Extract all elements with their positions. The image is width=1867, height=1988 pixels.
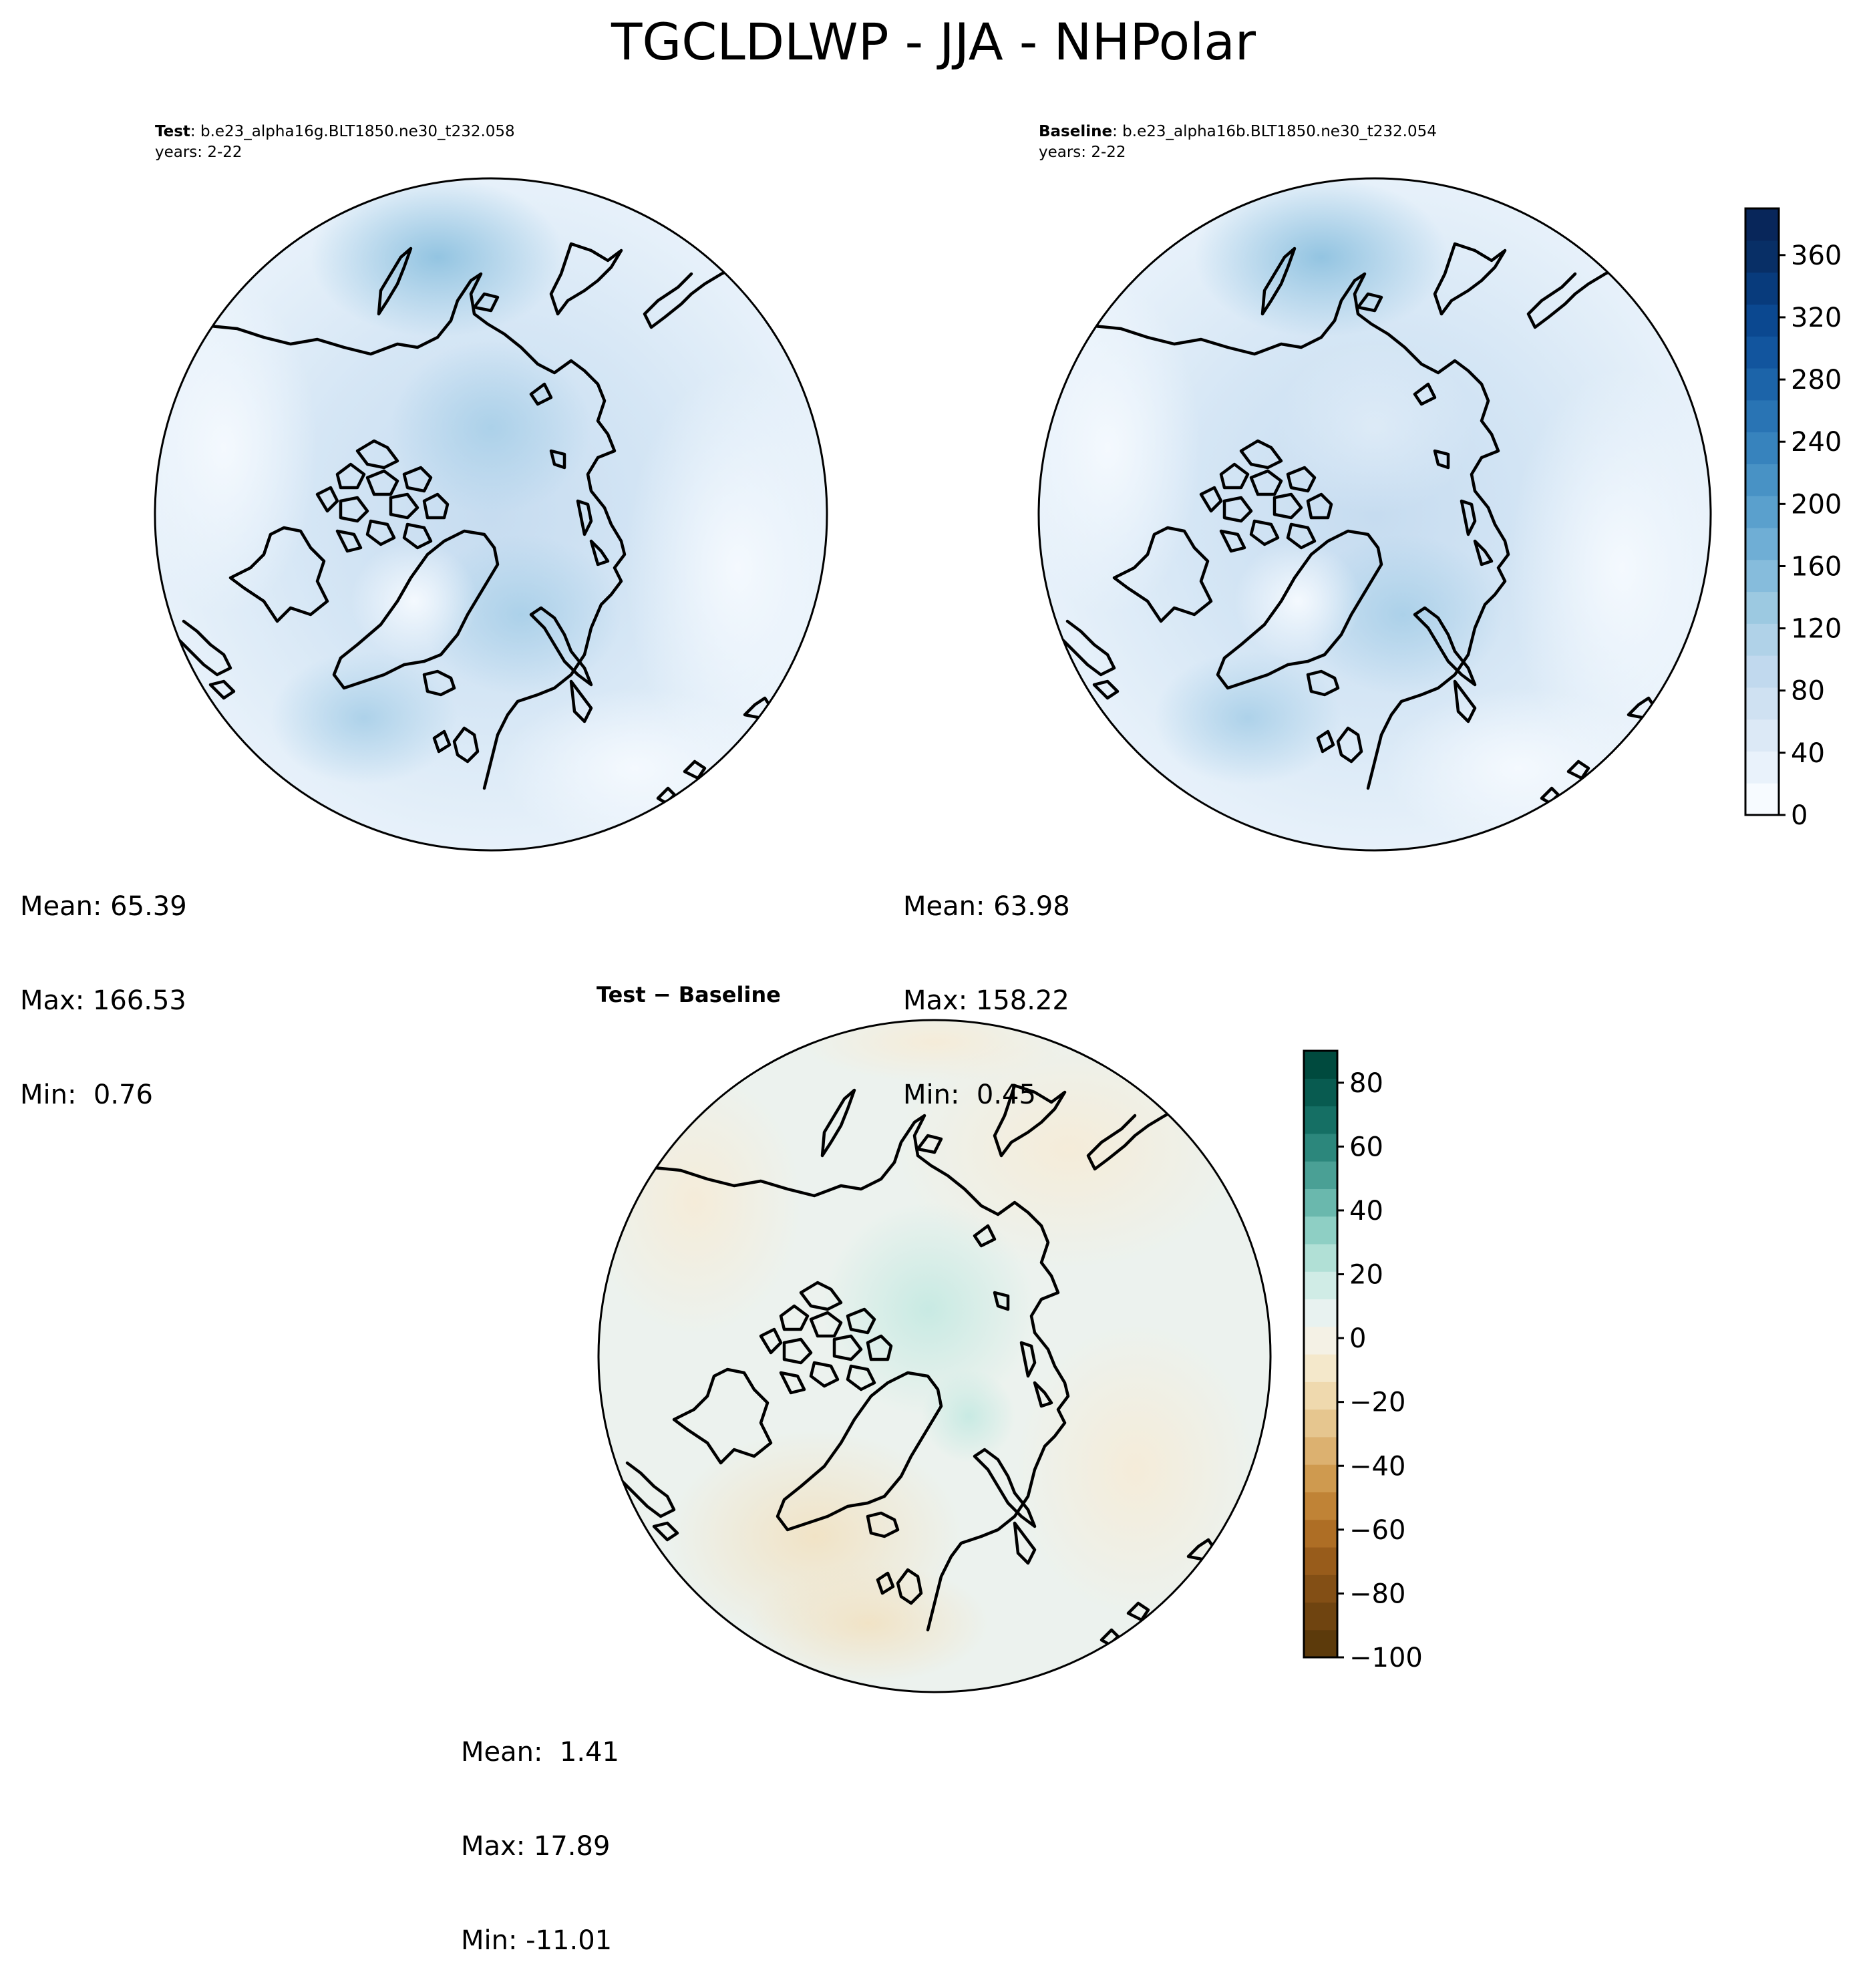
difference-colorbar-color-segment [1304,1216,1337,1245]
absolute-colorbar-color-segment [1745,464,1779,496]
absolute-colorbar-tick-label: 200 [1791,489,1842,520]
test-max: Max: 166.53 [20,985,186,1016]
absolute-colorbar-tick-label: 120 [1791,614,1842,645]
absolute-colorbar-color-segment [1745,655,1779,688]
absolute-colorbar-color-segment [1745,527,1779,560]
difference-map [597,1019,1272,1693]
absolute-colorbar-color-segment [1745,240,1779,273]
baseline-map [1037,177,1712,852]
absolute-colorbar-tick-label: 280 [1791,365,1842,395]
difference-colorbar-tick-label: −40 [1349,1451,1405,1482]
test-stats: Mean: 65.39 Max: 166.53 Min: 0.76 [20,828,187,1142]
difference-colorbar-tick-label: 40 [1349,1196,1383,1226]
absolute-colorbar-tick-label: 0 [1791,800,1808,831]
test-case-name: : b.e23_alpha16g.BLT1850.ne30_t232.058 [190,123,515,140]
difference-mean: Mean: 1.41 [461,1737,619,1768]
difference-colorbar-color-segment [1304,1243,1337,1272]
difference-colorbar-color-segment [1304,1271,1337,1300]
absolute-colorbar-color-segment [1745,208,1779,241]
difference-colorbar-color-segment [1304,1051,1337,1079]
difference-colorbar-frame [1303,1049,1339,1659]
difference-colorbar-tick-label: 20 [1349,1260,1383,1291]
difference-colorbar-tick-label: 60 [1349,1132,1383,1162]
figure-title: TGCLDLWP - JJA - NHPolar [611,12,1256,71]
difference-colorbar-tick-label: 0 [1349,1323,1366,1354]
difference-colorbar-tick-label: −60 [1349,1515,1405,1546]
baseline-years: years: 2-22 [1039,144,1126,161]
difference-colorbar-color-segment [1304,1078,1337,1107]
absolute-colorbar-color-segment [1745,719,1779,752]
test-min: Min: 0.76 [20,1080,153,1110]
absolute-colorbar-tick-label: 80 [1791,676,1825,707]
difference-colorbar-color-segment [1304,1575,1337,1603]
absolute-colorbar-color-segment [1745,751,1779,784]
baseline-max: Max: 158.22 [903,985,1069,1016]
difference-colorbar-color-segment [1304,1519,1337,1548]
test-mean: Mean: 65.39 [20,891,187,922]
absolute-colorbar-tick-label: 40 [1791,738,1825,769]
difference-colorbar: −100 −80 −60 −40 −20 0 20 40 60 80 [1303,1049,1423,1673]
baseline-stats: Mean: 63.98 Max: 158.22 Min: 0.45 [903,828,1070,1142]
absolute-colorbar-color-segment [1745,783,1779,816]
difference-colorbar-tick-label: 80 [1349,1068,1383,1099]
difference-colorbar-color-segment [1304,1602,1337,1631]
absolute-colorbar-color-segment [1745,591,1779,624]
absolute-colorbar-tick-label: 160 [1791,551,1842,582]
absolute-colorbar-color-segment [1745,559,1779,593]
difference-colorbar-color-segment [1304,1381,1337,1410]
difference-colorbar-color-segment [1304,1161,1337,1189]
difference-colorbar-tick-label: −20 [1349,1387,1405,1418]
absolute-colorbar-color-segment [1745,272,1779,305]
absolute-colorbar-color-segment [1745,432,1779,464]
difference-colorbar-color-segment [1304,1188,1337,1217]
baseline-case-name: : b.e23_alpha16b.BLT1850.ne30_t232.054 [1112,123,1437,140]
difference-colorbar-color-segment [1304,1464,1337,1492]
absolute-colorbar-tick-label: 320 [1791,303,1842,333]
difference-colorbar-color-segment [1304,1299,1337,1327]
absolute-colorbar-color-segment [1745,623,1779,656]
absolute-colorbar-tick-label: 240 [1791,427,1842,458]
absolute-colorbar-tick-label: 360 [1791,240,1842,271]
difference-colorbar-color-segment [1304,1409,1337,1438]
difference-colorbar-color-segment [1304,1326,1337,1355]
absolute-colorbar: 0 40 80 120 160 200 240 280 320 360 [1744,207,1842,831]
absolute-colorbar-frame [1744,207,1780,816]
difference-colorbar-color-segment [1304,1546,1337,1575]
absolute-colorbar-color-segment [1745,367,1779,401]
baseline-mean: Mean: 63.98 [903,891,1070,922]
baseline-case-label: Baseline [1039,123,1113,140]
absolute-colorbar-color-segment [1745,687,1779,720]
test-case-label: Test [155,123,190,140]
difference-colorbar-color-segment [1304,1106,1337,1134]
absolute-colorbar-color-segment [1745,399,1779,433]
difference-colorbar-color-segment [1304,1436,1337,1465]
difference-title: Test − Baseline [597,982,781,1007]
difference-colorbar-color-segment [1304,1629,1337,1658]
test-map [154,177,828,852]
absolute-colorbar-color-segment [1745,496,1779,528]
difference-colorbar-color-segment [1304,1133,1337,1162]
baseline-min: Min: 0.45 [903,1080,1036,1110]
absolute-colorbar-color-segment [1745,336,1779,369]
test-case-header: Test: b.e23_alpha16g.BLT1850.ne30_t232.0… [155,122,515,163]
difference-min: Min: -11.01 [461,1925,613,1956]
difference-colorbar-color-segment [1304,1354,1337,1382]
baseline-case-header: Baseline: b.e23_alpha16b.BLT1850.ne30_t2… [1039,122,1437,163]
test-years: years: 2-22 [155,144,242,161]
difference-max: Max: 17.89 [461,1831,611,1862]
difference-stats: Mean: 1.41 Max: 17.89 Min: -11.01 [461,1674,619,1988]
difference-colorbar-tick-label: −80 [1349,1579,1405,1609]
difference-colorbar-color-segment [1304,1492,1337,1520]
absolute-colorbar-color-segment [1745,304,1779,337]
difference-colorbar-tick-label: −100 [1349,1643,1423,1673]
